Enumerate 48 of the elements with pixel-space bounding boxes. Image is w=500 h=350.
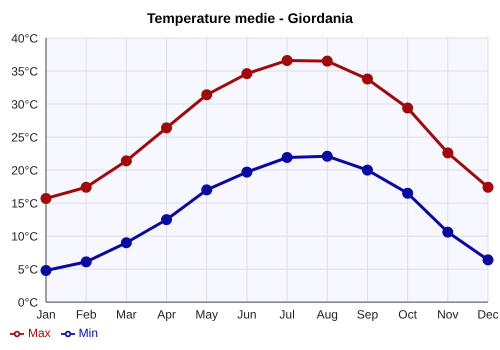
y-tick-label: 30°C (11, 97, 38, 112)
x-tick-label: May (195, 308, 218, 322)
point (161, 214, 172, 226)
point (482, 182, 494, 193)
chart-title: Temperature medie - Giordania (146, 10, 354, 26)
y-tick-label: 15°C (11, 196, 38, 210)
point (362, 164, 373, 176)
x-tick-label: Dec (477, 308, 499, 322)
y-tick-label: 5°C (18, 262, 38, 276)
point (161, 122, 172, 134)
point (322, 56, 333, 67)
x-tick-label: Feb (76, 308, 97, 322)
point (402, 102, 414, 114)
y-tick-label: 20°C (11, 163, 38, 178)
point (80, 182, 92, 193)
point (120, 237, 132, 248)
y-tick-label: 35°C (11, 64, 38, 78)
point (201, 89, 212, 100)
y-tick-label: 10°C (11, 229, 38, 244)
point (40, 264, 52, 276)
x-tick-label: Jul (279, 308, 295, 322)
point (241, 68, 252, 80)
point (241, 166, 252, 178)
point (402, 188, 414, 199)
point (322, 150, 333, 162)
legend-label: Min (78, 326, 98, 340)
x-tick-label: Sep (356, 308, 378, 322)
x-tick-label: Jan (36, 308, 56, 322)
x-tick-label: Jun (237, 308, 257, 322)
x-tick-label: Mar (116, 308, 137, 322)
point (80, 256, 92, 268)
y-tick-label: 40°C (11, 31, 38, 46)
y-tick-label: 0°C (18, 295, 38, 310)
x-tick-label: Apr (157, 308, 176, 322)
point (362, 73, 373, 84)
point (282, 152, 293, 164)
point (482, 254, 494, 266)
y-tick-label: 25°C (11, 130, 38, 144)
point (282, 54, 293, 66)
x-tick-label: Nov (437, 308, 458, 322)
x-tick-label: Oct (398, 308, 418, 322)
legend-label: Max (28, 326, 51, 340)
point (201, 184, 212, 196)
point (40, 192, 52, 204)
point (120, 155, 132, 166)
point (442, 147, 454, 158)
x-tick-label: Aug (316, 308, 338, 322)
point (442, 226, 454, 238)
